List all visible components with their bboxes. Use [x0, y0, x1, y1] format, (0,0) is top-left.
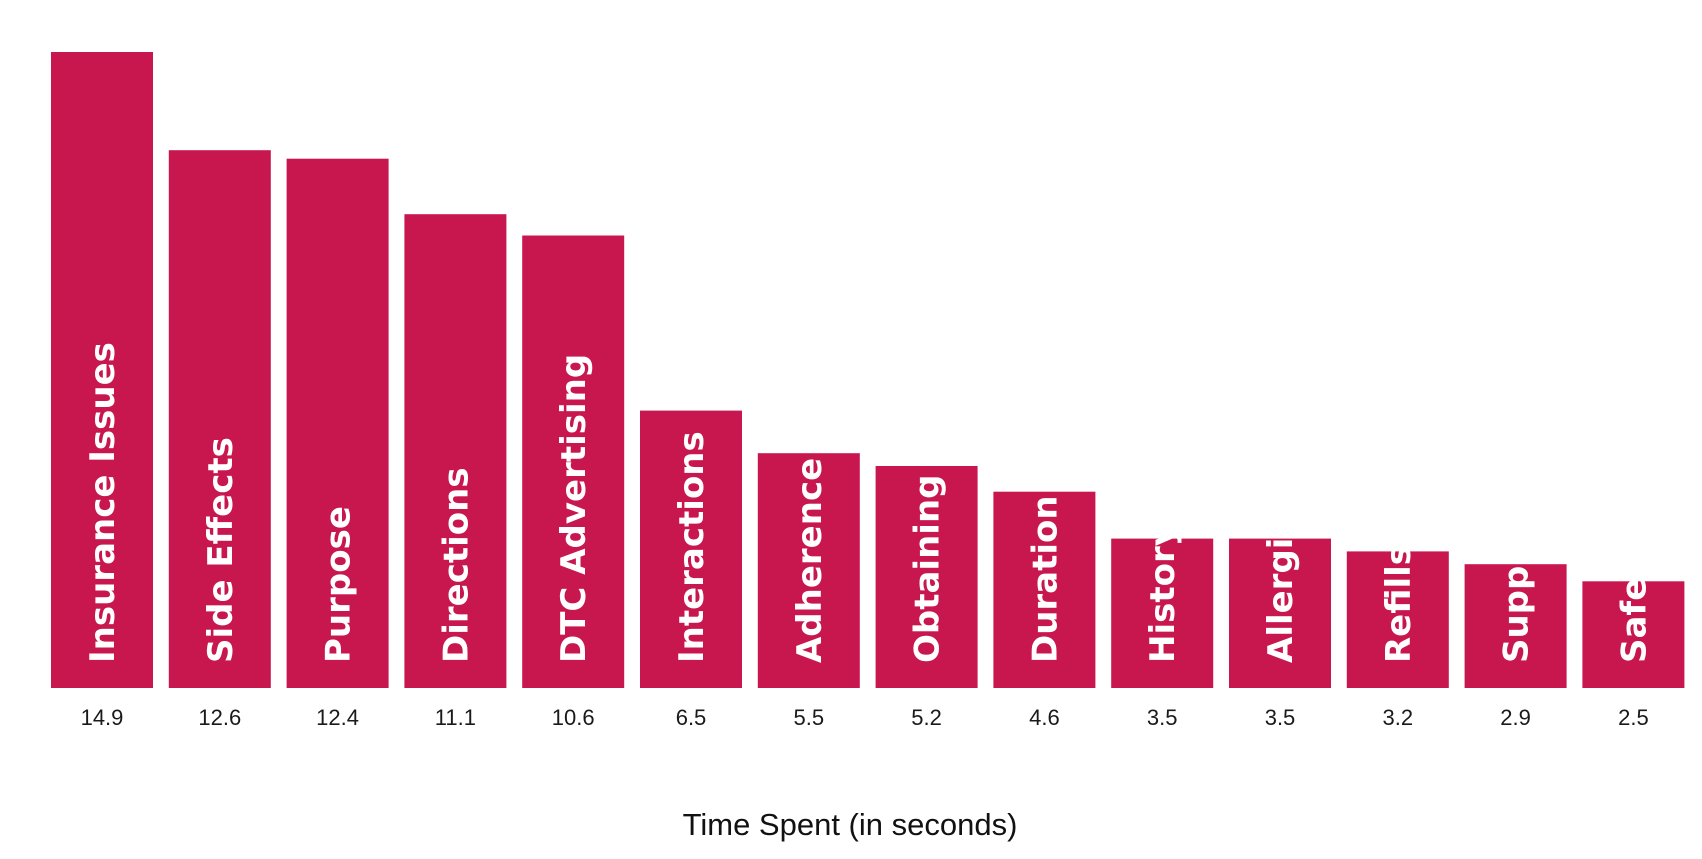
bar-category-label: Obtaining: [908, 475, 948, 664]
bar-value-label: 10.6: [552, 705, 595, 730]
bar-adherence: [757, 453, 860, 688]
bar-category-label: History: [1143, 524, 1183, 663]
bars-group: [51, 52, 1685, 688]
bar-value-label: 12.6: [198, 705, 241, 730]
bar-interactions: [640, 410, 742, 688]
bar-duration: [993, 491, 1096, 688]
bar-category-label: Insurance Issues: [83, 342, 123, 663]
bar-category-label: Supply: [1497, 532, 1537, 663]
bar-category-label: Purpose: [319, 506, 359, 663]
bar-value-label: 12.4: [316, 705, 359, 730]
bar-dtc-advertising: [522, 235, 625, 688]
bar-refills: [1346, 551, 1449, 688]
bar-category-label: Duration: [1025, 495, 1065, 663]
bar-category-label: Directions: [436, 467, 476, 663]
bar-category-label: Side Effects: [201, 437, 241, 663]
bar-value-label: 6.5: [676, 705, 707, 730]
bar-obtaining: [875, 466, 978, 688]
bar-safety: [1582, 581, 1685, 688]
bar-value-label: 14.9: [81, 705, 124, 730]
bar-supply: [1464, 564, 1567, 688]
bar-history: [1111, 538, 1214, 688]
bar-value-label: 3.5: [1147, 705, 1178, 730]
bar-category-label: Allergies: [1261, 494, 1301, 663]
bar-category-label: Interactions: [672, 431, 712, 663]
bar-purpose: [286, 158, 389, 688]
bar-allergies: [1229, 538, 1331, 688]
bar-value-label: 3.2: [1383, 705, 1414, 730]
bar-category-label: Adherence: [790, 458, 830, 663]
bar-category-label: Safety: [1614, 539, 1654, 663]
bar-labels-group: Insurance Issues Side Effects Purpose Direc…: [83, 342, 1654, 663]
bar-value-label: 3.5: [1265, 705, 1296, 730]
bar-category-label: Refills: [1379, 545, 1419, 663]
bar-value-label: 2.5: [1618, 705, 1649, 730]
bar-value-label: 5.5: [794, 705, 825, 730]
bar-side-effects: [168, 150, 271, 688]
bar-value-label: 11.1: [435, 705, 476, 730]
bar-value-label: 2.9: [1500, 705, 1531, 730]
bar-insurance-issues: [51, 52, 153, 688]
x-axis-title: Time Spent (in seconds): [683, 807, 1018, 842]
value-labels-group: 14.9 12.6 12.4 11.1 10.6 6.5 5.5 5.2 4.6 3.5 3.5 3.…: [81, 705, 1649, 730]
bar-directions: [404, 214, 507, 688]
bar-category-label: DTC Advertising: [554, 354, 594, 663]
bar-value-label: 4.6: [1029, 705, 1060, 730]
bar-value-label: 5.2: [911, 705, 942, 730]
